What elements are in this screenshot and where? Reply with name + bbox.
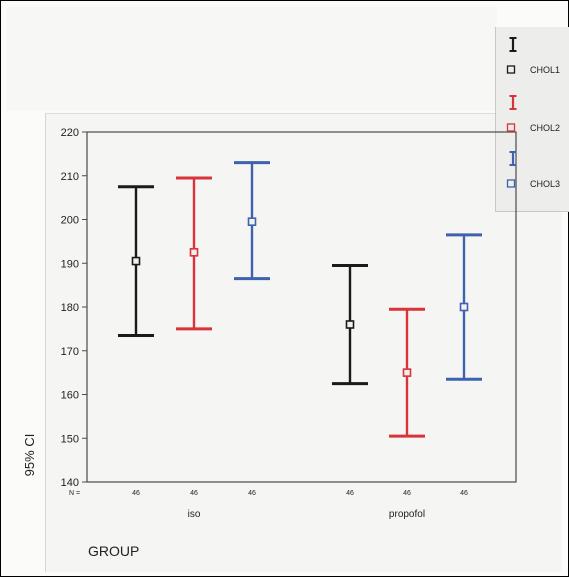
legend-label: CHOL1 — [530, 65, 560, 75]
y-tick-label: 210 — [61, 171, 79, 183]
legend-marker-icon — [506, 65, 516, 74]
legend-entry: CHOL2 — [506, 95, 560, 133]
mean-marker — [247, 217, 257, 226]
legend: CHOL1 CHOL2 CHOL3 — [506, 37, 560, 189]
legend-label: CHOL2 — [530, 123, 560, 133]
n-value: 46 — [403, 490, 411, 497]
y-tick-label: 190 — [61, 258, 79, 270]
plot-area-border — [86, 131, 517, 483]
n-value: 46 — [132, 490, 140, 497]
y-axis: 140 150 160 170 180 190 200 210 220 — [61, 127, 87, 489]
n-value: 46 — [248, 490, 256, 497]
mean-marker — [459, 302, 469, 312]
n-value: 46 — [346, 490, 354, 497]
y-tick-label: 140 — [61, 477, 79, 489]
legend-entry: CHOL3 — [506, 151, 560, 189]
y-axis-label: 95% CI — [22, 434, 37, 477]
plot-frame — [86, 131, 517, 483]
paper-top — [7, 7, 497, 111]
mean-marker — [131, 256, 141, 266]
y-tick-label: 220 — [61, 127, 79, 139]
y-tick-label: 160 — [61, 390, 79, 402]
legend-marker-icon — [506, 123, 516, 132]
legend-marker-icon — [506, 179, 516, 188]
mean-marker — [345, 320, 355, 329]
x-axis-title: GROUP — [88, 543, 139, 559]
x-category-label: iso — [188, 509, 201, 520]
error-bars — [118, 161, 482, 438]
y-tick-label: 180 — [61, 302, 79, 314]
legend-entry: CHOL1 — [506, 37, 560, 75]
y-tick-label: 200 — [61, 215, 79, 227]
mean-marker — [189, 248, 199, 257]
x-categories: iso propofol — [188, 509, 425, 520]
n-label: N = — [69, 490, 80, 497]
y-tick-label: 150 — [61, 433, 79, 445]
x-category-label: propofol — [389, 509, 425, 520]
n-row: N = 46 46 46 46 46 46 — [69, 490, 468, 497]
n-value: 46 — [460, 490, 468, 497]
paper-main — [45, 113, 562, 572]
n-value: 46 — [190, 490, 198, 497]
y-tick-label: 170 — [61, 346, 79, 358]
legend-label: CHOL3 — [530, 179, 560, 189]
mean-marker — [402, 368, 412, 377]
